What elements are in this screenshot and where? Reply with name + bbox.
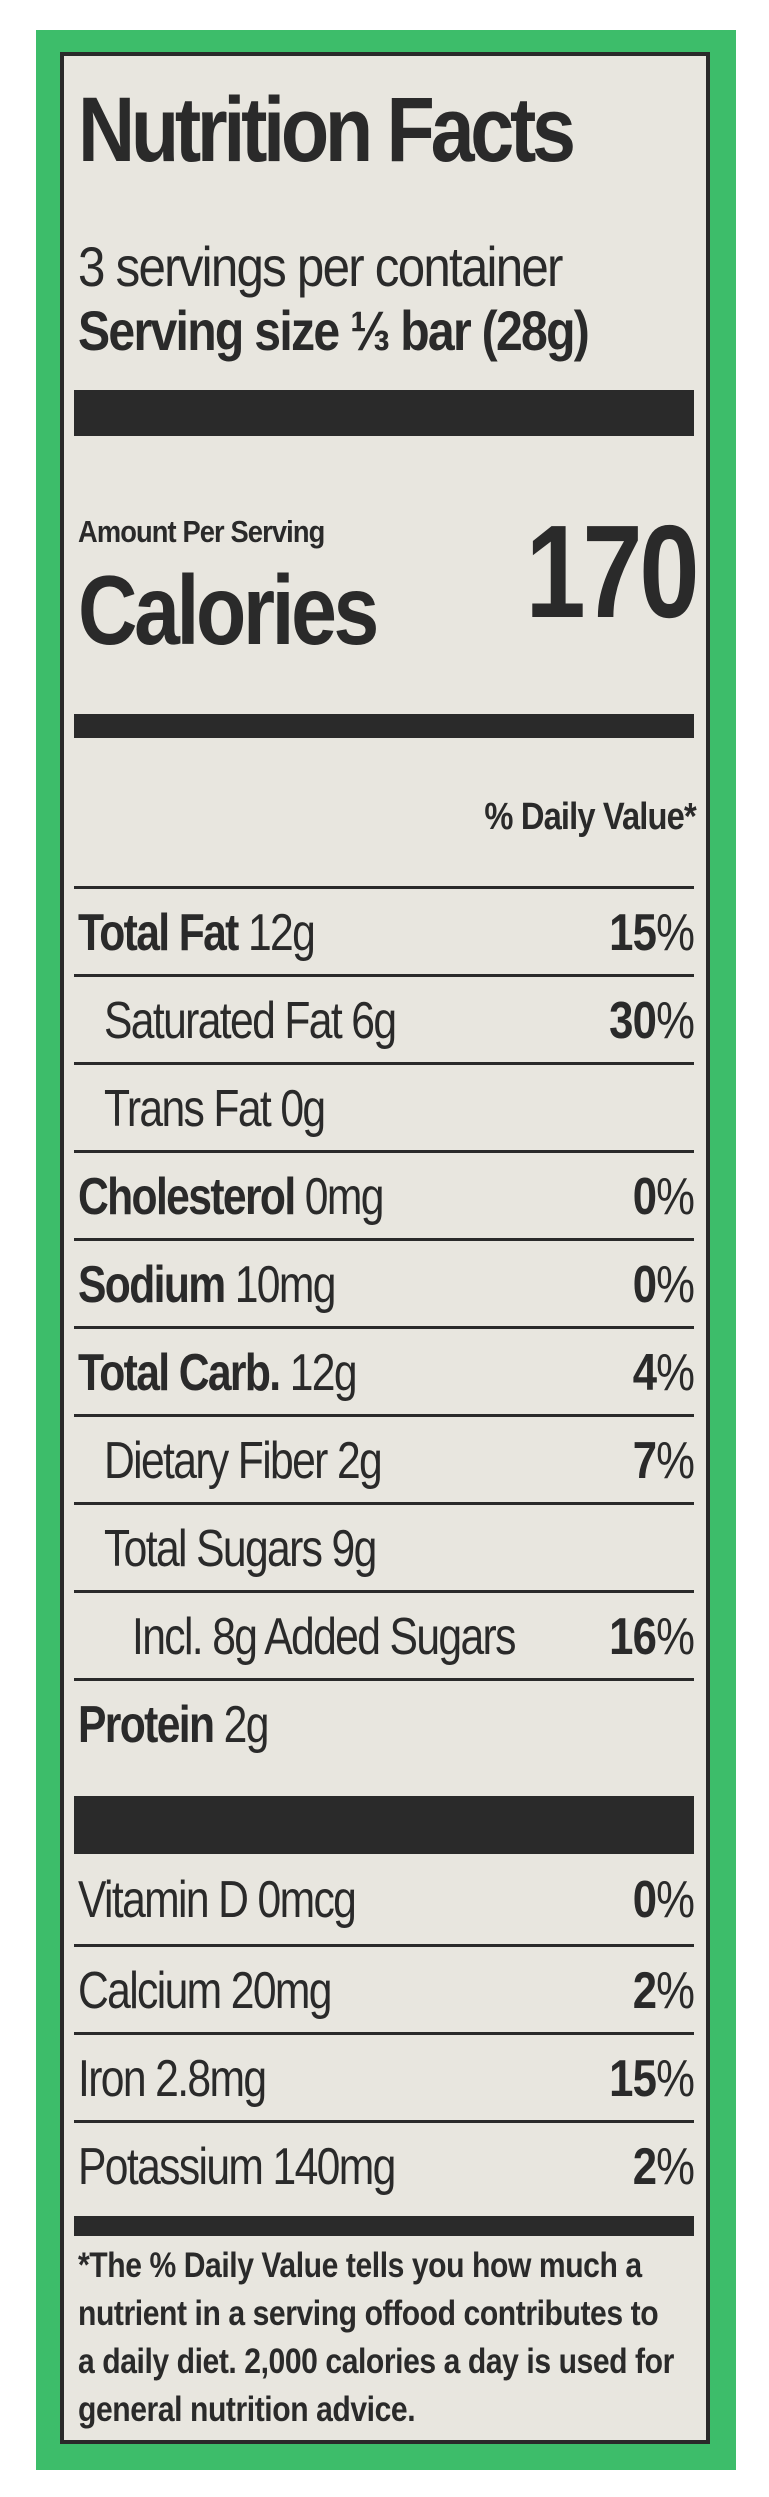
daily-value-number: 0: [632, 1256, 657, 1314]
vitamin-amount: 20mg: [230, 1962, 333, 2020]
nutrient-amount: 12g: [247, 904, 316, 962]
vitamin-row-vitamin-d: Vitamin D 0mcg 0%: [74, 1856, 695, 1944]
daily-value-sign: %: [655, 1432, 695, 1490]
daily-value-number: 30: [609, 992, 657, 1050]
nutrient-row-total-sugars: Total Sugars 9g: [74, 1502, 694, 1593]
serving-size: Serving size ⅓ bar (28g): [78, 298, 590, 363]
nutrient-amount: 0mg: [304, 1168, 385, 1226]
nutrient-name: Total Fat: [78, 904, 239, 962]
nutrient-amount: 10mg: [234, 1256, 337, 1314]
daily-value-number: 15: [609, 2050, 657, 2108]
daily-value-number: 2: [632, 1962, 657, 2020]
vitamin-row-iron: Iron 2.8mg 15%: [74, 2032, 695, 2123]
nutrient-row-total-carb: Total Carb. 12g 4%: [74, 1326, 695, 1417]
vitamin-amount: 0mcg: [257, 1871, 357, 1929]
daily-value-number: 16: [609, 1608, 657, 1666]
nutrient-row-added-sugars: Incl. 8g Added Sugars 16%: [74, 1590, 695, 1681]
daily-value-number: 2: [632, 2138, 657, 2196]
serving-size-label: Serving size: [78, 299, 340, 362]
servings-per-container: 3 servings per container: [78, 235, 563, 298]
vitamin-name: Vitamin D: [78, 1871, 249, 1929]
daily-value-sign: %: [655, 1344, 695, 1402]
calories-label: Calories: [78, 555, 379, 665]
vitamin-row-calcium: Calcium 20mg 2%: [74, 1944, 695, 2035]
nutrient-name: Protein: [78, 1696, 215, 1754]
nutrient-name: Dietary Fiber: [104, 1432, 328, 1490]
nutrient-row-cholesterol: Cholesterol 0mg 0%: [74, 1150, 695, 1241]
nutrient-amount: 6g: [351, 992, 397, 1050]
nutrition-facts-label: Nutrition Facts 3 servings per container…: [60, 52, 710, 2444]
thick-divider-vitamins: [74, 1796, 694, 1854]
thick-divider-top: [74, 390, 694, 436]
daily-value-sign: %: [655, 904, 695, 962]
nutrient-amount: 2g: [223, 1696, 270, 1754]
nutrient-name: Total Sugars: [104, 1520, 323, 1578]
nutrient-name: Cholesterol: [78, 1168, 296, 1226]
page-title: Nutrition Facts: [78, 79, 576, 181]
nutrient-row-protein: Protein 2g: [74, 1678, 694, 1769]
nutrient-amount: 9g: [331, 1520, 378, 1578]
nutrient-row-sodium: Sodium 10mg 0%: [74, 1238, 695, 1329]
daily-value-sign: %: [655, 1256, 695, 1314]
nutrient-row-trans-fat: Trans Fat 0g: [74, 1062, 694, 1153]
daily-value-sign: %: [655, 2138, 695, 2196]
daily-value-number: 7: [632, 1432, 657, 1490]
vitamin-amount: 140mg: [272, 2138, 397, 2196]
nutrient-name: Total Carb.: [78, 1344, 281, 1402]
vitamin-name: Calcium: [78, 1962, 222, 2020]
serving-size-value: ⅓ bar (28g): [350, 299, 590, 362]
daily-value-sign: %: [655, 1168, 695, 1226]
daily-value-number: 4: [632, 1344, 657, 1402]
daily-value-number: 15: [609, 904, 657, 962]
amount-per-serving: Amount Per Serving: [78, 514, 325, 549]
vitamin-name: Potassium: [78, 2138, 264, 2196]
nutrient-name: Sodium: [78, 1256, 226, 1314]
daily-value-header: % Daily Value*: [484, 796, 697, 838]
vitamin-amount: 2.8mg: [155, 2050, 267, 2108]
nutrient-row-saturated-fat: Saturated Fat 6g 30%: [74, 974, 695, 1065]
nutrient-name: Incl. 8g Added Sugars: [132, 1608, 516, 1666]
nutrient-amount: 0g: [280, 1080, 326, 1138]
medium-divider: [74, 714, 694, 738]
nutrient-name: Trans Fat: [104, 1080, 272, 1138]
daily-value-number: 0: [632, 1871, 657, 1929]
daily-value-number: 0: [632, 1168, 657, 1226]
vitamin-name: Iron: [78, 2050, 147, 2108]
daily-value-footnote: *The % Daily Value tells you how much a …: [78, 2246, 674, 2429]
bottom-divider: [74, 2216, 694, 2236]
daily-value-sign: %: [655, 1871, 695, 1929]
daily-value-sign: %: [655, 992, 695, 1050]
nutrient-row-dietary-fiber: Dietary Fiber 2g 7%: [74, 1414, 695, 1505]
daily-value-sign: %: [655, 1608, 695, 1666]
calories-value: 170: [525, 498, 699, 645]
nutrient-amount: 2g: [336, 1432, 383, 1490]
vitamin-row-potassium: Potassium 140mg 2%: [74, 2120, 695, 2211]
daily-value-sign: %: [655, 1962, 695, 2020]
daily-value-sign: %: [655, 2050, 695, 2108]
nutrient-amount: 12g: [289, 1344, 358, 1402]
nutrient-name: Saturated Fat: [104, 992, 343, 1050]
nutrient-row-total-fat: Total Fat 12g 15%: [74, 886, 695, 977]
